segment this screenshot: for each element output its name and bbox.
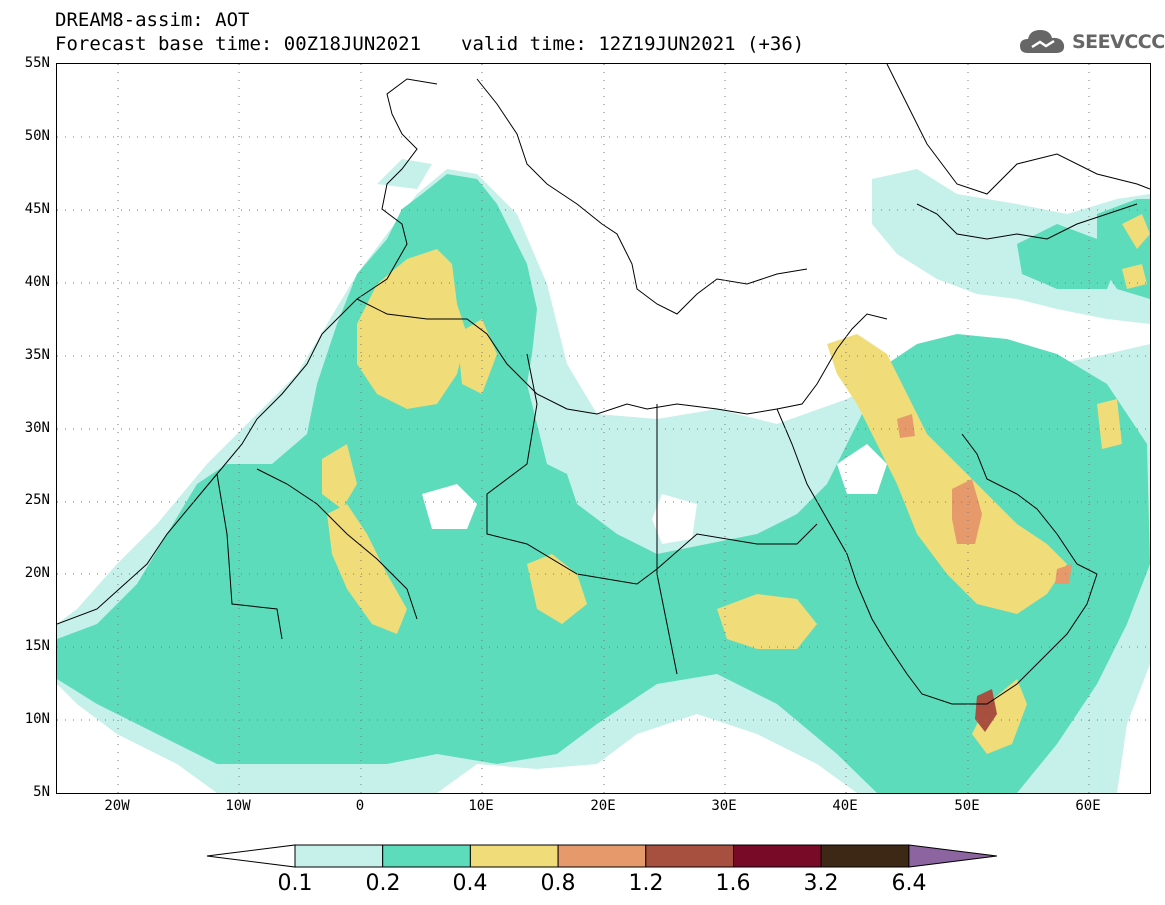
colorbar-segment bbox=[469, 844, 559, 868]
colorbar-segment bbox=[557, 844, 647, 868]
colorbar-label-0-2: 0.2 bbox=[365, 871, 401, 896]
aot-level-0-4 bbox=[322, 214, 1150, 754]
colorbar-segment bbox=[206, 844, 296, 868]
lat-label-45n: 45N bbox=[24, 201, 50, 217]
lon-label-10e: 10E bbox=[468, 798, 494, 814]
colorbar-segment bbox=[645, 844, 734, 868]
aot-level-0-8 bbox=[897, 414, 1072, 584]
lat-label-15n: 15N bbox=[24, 638, 50, 654]
aot-holes bbox=[422, 444, 887, 544]
colorbar-label-3-2: 3.2 bbox=[803, 871, 839, 896]
colorbar bbox=[206, 844, 997, 868]
lon-label-20e: 20E bbox=[590, 798, 616, 814]
lat-label-25n: 25N bbox=[24, 492, 50, 508]
colorbar-segment bbox=[733, 844, 822, 868]
base-time: Forecast base time: 00Z18JUN2021 bbox=[55, 33, 422, 55]
valid-time: valid time: 12Z19JUN2021 (+36) bbox=[461, 33, 805, 55]
colorbar-segment bbox=[382, 844, 471, 868]
lat-label-5n: 5N bbox=[33, 784, 50, 800]
colorbar-label-6-4: 6.4 bbox=[891, 871, 927, 896]
lon-label-50e: 50E bbox=[954, 798, 980, 814]
aot-level-0-2 bbox=[57, 174, 1150, 793]
colorbar-segment bbox=[294, 844, 384, 868]
seevccc-logo: SEEVCCC bbox=[1018, 27, 1165, 57]
lon-label-10w: 10W bbox=[225, 798, 251, 814]
aot-map bbox=[56, 63, 1151, 794]
lon-label-30e: 30E bbox=[711, 798, 737, 814]
lon-label-20w: 20W bbox=[104, 798, 130, 814]
lon-label-60e: 60E bbox=[1075, 798, 1101, 814]
colorbar-label-0-4: 0.4 bbox=[452, 871, 488, 896]
lat-label-20n: 20N bbox=[24, 565, 50, 581]
chart-title: DREAM8-assim: AOT bbox=[55, 9, 250, 31]
cloud-icon bbox=[1020, 30, 1065, 53]
colorbar-segment bbox=[908, 844, 997, 868]
colorbar-segment bbox=[820, 844, 910, 868]
coastlines bbox=[57, 64, 1150, 705]
lat-label-10n: 10N bbox=[24, 711, 50, 727]
colorbar-label-1-2: 1.2 bbox=[628, 871, 664, 896]
lat-label-35n: 35N bbox=[24, 347, 50, 363]
colorbar-label-1-6: 1.6 bbox=[715, 871, 751, 896]
lat-label-40n: 40N bbox=[24, 274, 50, 290]
aot-level-1-2 bbox=[975, 689, 997, 732]
map-canvas bbox=[57, 64, 1150, 793]
colorbar-label-0-1: 0.1 bbox=[277, 871, 313, 896]
logo-text: SEEVCCC bbox=[1072, 31, 1165, 53]
subtitle: Forecast base time: 00Z18JUN2021 valid ti… bbox=[55, 34, 804, 54]
lat-label-30n: 30N bbox=[24, 420, 50, 436]
lon-label-0: 0 bbox=[355, 798, 365, 814]
lat-label-55n: 55N bbox=[24, 55, 50, 71]
lat-label-50n: 50N bbox=[24, 128, 50, 144]
lon-label-40e: 40E bbox=[832, 798, 858, 814]
colorbar-label-0-8: 0.8 bbox=[540, 871, 576, 896]
